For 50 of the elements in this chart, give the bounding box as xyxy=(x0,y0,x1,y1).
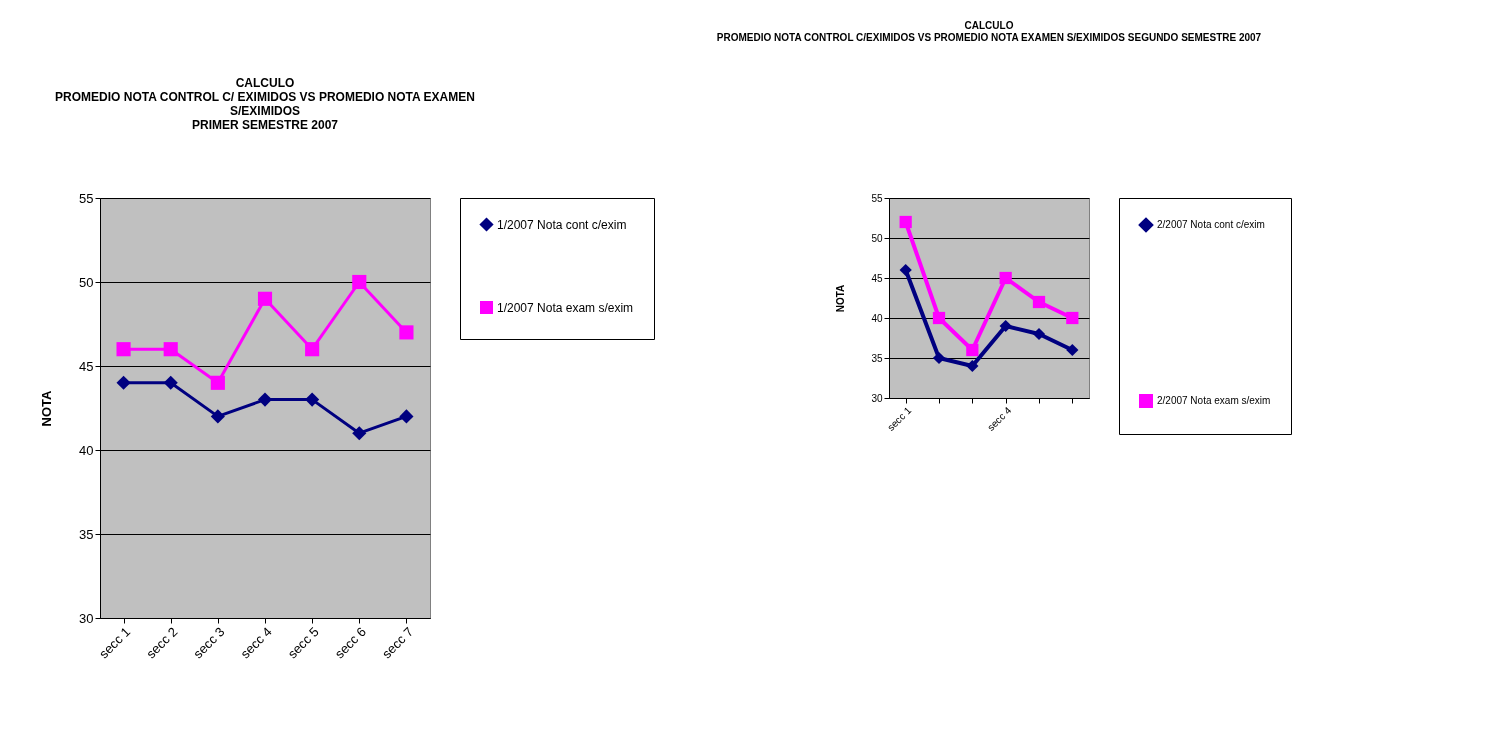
y-tick-label: 35 xyxy=(871,352,883,364)
point xyxy=(210,409,225,424)
point xyxy=(210,375,225,390)
y-tick-label: 55 xyxy=(871,192,883,204)
y-tick-label: 45 xyxy=(79,358,94,374)
y-axis-title: NOTA xyxy=(39,389,55,427)
y-tick-label: 50 xyxy=(79,274,94,290)
point xyxy=(899,263,912,277)
chart-title: CALCULO PROMEDIO NOTA CONTROL C/ EXIMIDOS VS PROMEDIO NOTA EXAMEN S/EXIMIDOS PRIMER SEMESTRE 2007 xyxy=(55,76,475,132)
point xyxy=(999,319,1012,333)
point xyxy=(257,392,273,407)
x-tick-label: secc 1 xyxy=(96,624,134,662)
point xyxy=(116,375,131,390)
point xyxy=(966,343,979,357)
x-tick-label: secc 4 xyxy=(985,404,1014,434)
point xyxy=(399,325,414,340)
y-tick-label: 40 xyxy=(871,312,883,324)
legend-label: 1/2007 Nota exam s/exim xyxy=(497,300,634,315)
point xyxy=(305,392,320,407)
y-tick-label: 35 xyxy=(79,526,94,542)
point xyxy=(932,311,946,325)
point xyxy=(163,375,178,390)
point xyxy=(1066,311,1079,325)
point xyxy=(899,215,912,229)
point xyxy=(999,271,1012,285)
point xyxy=(966,359,979,373)
y-tick-label: 55 xyxy=(79,190,94,206)
point xyxy=(399,409,414,424)
legend-label: 2/2007 Nota cont c/exim xyxy=(1157,219,1265,230)
y-tick-label: 40 xyxy=(79,442,94,458)
y-axis-title: NOTA xyxy=(835,284,847,313)
point xyxy=(352,274,367,290)
y-tick-label: 30 xyxy=(79,610,94,626)
point xyxy=(257,291,273,306)
point xyxy=(1032,327,1046,341)
x-tick-label: secc 1 xyxy=(885,404,914,434)
y-tick-label: 50 xyxy=(871,232,883,244)
point xyxy=(163,342,178,357)
y-tick-label: 30 xyxy=(871,392,883,404)
y-tick-label: 45 xyxy=(871,272,883,284)
chart-title: CALCULO PROMEDIO NOTA CONTROL C/EXIMIDOS VS PROMEDIO NOTA EXAMEN S/EXIMIDOS SEGUNDO SEMESTRE 2007 xyxy=(716,20,1262,43)
point xyxy=(1032,295,1046,309)
legend-label: 1/2007 Nota cont c/exim xyxy=(497,217,627,232)
x-tick-label: secc 7 xyxy=(378,624,417,662)
point xyxy=(116,342,131,357)
point xyxy=(932,351,946,365)
legend-label: 2/2007 Nota exam s/exim xyxy=(1157,395,1271,406)
point xyxy=(352,426,367,441)
point xyxy=(1066,343,1079,357)
point xyxy=(305,342,320,357)
